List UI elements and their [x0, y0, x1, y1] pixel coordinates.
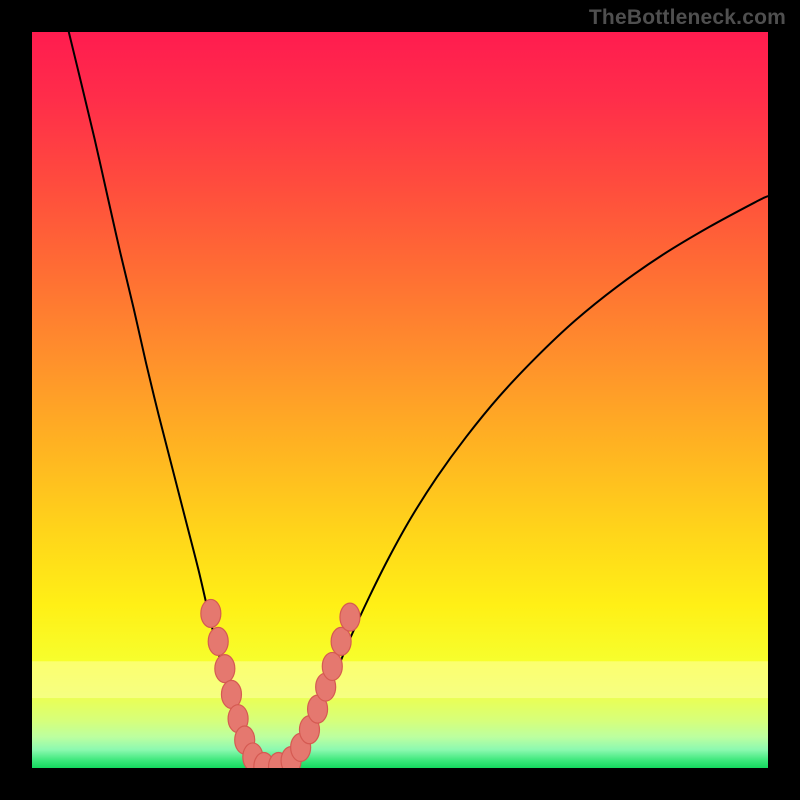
- curve-marker: [215, 655, 235, 683]
- highlight-band: [32, 661, 768, 698]
- watermark-text: TheBottleneck.com: [589, 6, 786, 30]
- plot-area: [32, 32, 768, 768]
- chart-svg: [32, 32, 768, 768]
- curve-marker: [331, 627, 351, 655]
- curve-marker: [201, 599, 221, 627]
- curve-marker: [322, 652, 342, 680]
- curve-marker: [340, 603, 360, 631]
- gradient-background: [32, 32, 768, 768]
- curve-marker: [208, 627, 228, 655]
